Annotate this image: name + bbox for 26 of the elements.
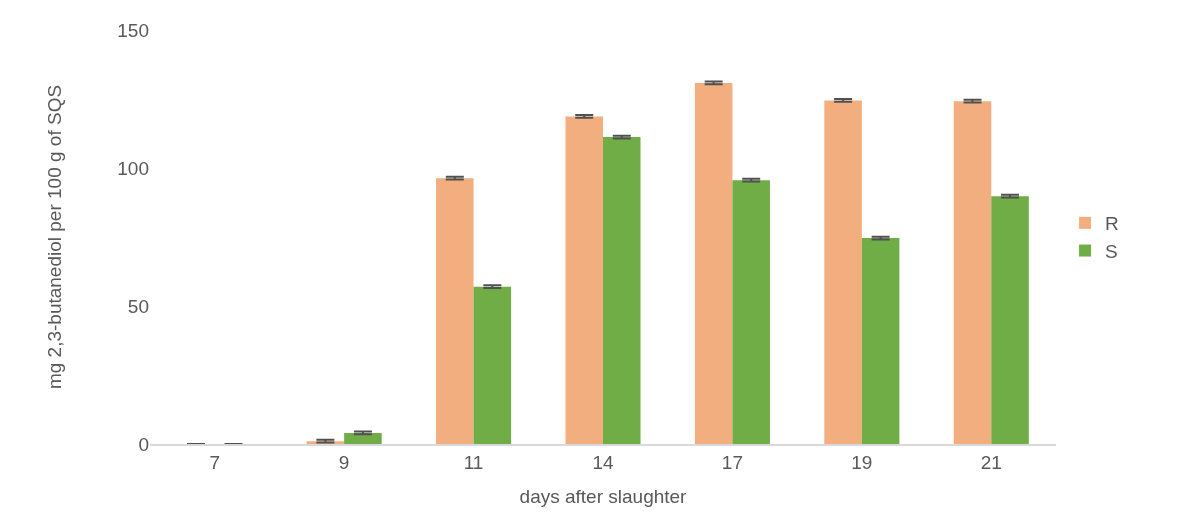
- y-tick-label: 50: [127, 295, 149, 317]
- bar: [824, 100, 862, 444]
- x-tick-label: 21: [980, 451, 1002, 473]
- x-tick-label: 11: [463, 451, 484, 473]
- y-tick-label: 0: [138, 433, 149, 455]
- bar: [603, 137, 641, 444]
- bar: [436, 178, 474, 444]
- bar: [953, 101, 992, 444]
- y-tick-label: 150: [117, 19, 149, 41]
- legend-label: R: [1105, 213, 1119, 235]
- x-tick-label: 14: [592, 451, 614, 473]
- bar: [861, 238, 900, 444]
- bar: [473, 286, 512, 444]
- bar: [565, 116, 603, 444]
- x-axis-title: days after slaughter: [519, 486, 688, 508]
- x-tick-label: 19: [851, 451, 873, 473]
- x-tick-label: 9: [338, 451, 350, 473]
- bar: [991, 196, 1029, 444]
- y-tick-label: 100: [117, 157, 149, 179]
- x-tick-label: 17: [721, 451, 743, 473]
- bar: [732, 180, 770, 444]
- bar: [344, 432, 382, 444]
- bar: [694, 82, 733, 444]
- legend-label: S: [1105, 240, 1118, 262]
- y-axis-title: mg 2,3-butanediol per 100 g of SQS: [44, 84, 66, 390]
- x-tick-label: 7: [209, 451, 220, 473]
